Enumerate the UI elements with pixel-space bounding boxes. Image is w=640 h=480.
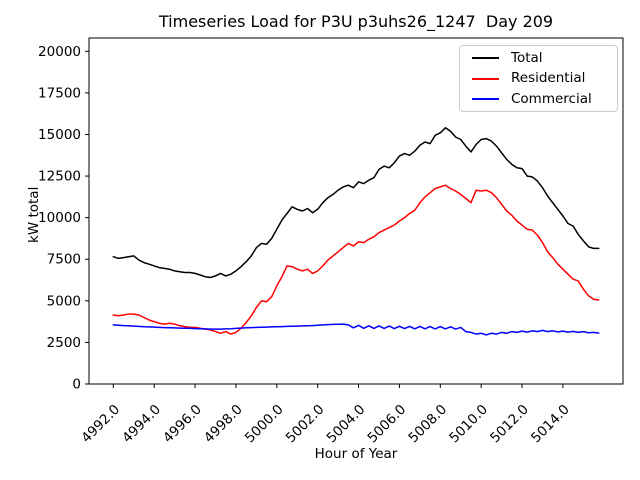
y-tick-label: 7500 — [47, 252, 81, 268]
x-tick-label: 4992.0 — [78, 402, 123, 447]
chart-title: Timeseries Load for P3U p3uhs26_1247 Day… — [158, 12, 554, 31]
y-tick-label: 20000 — [38, 44, 81, 60]
legend: Total Residential Commercial — [459, 45, 618, 112]
y-tick-label: 0 — [72, 377, 81, 393]
x-tick-label: 5004.0 — [324, 402, 369, 447]
y-tick-label: 5000 — [47, 293, 81, 309]
x-axis-label: Hour of Year — [314, 446, 398, 462]
x-tick-label: 5002.0 — [283, 402, 328, 447]
series-line-total — [112, 127, 600, 279]
legend-label: Residential — [511, 70, 586, 86]
series-line-residential — [112, 184, 600, 335]
y-tick-label: 10000 — [38, 210, 81, 226]
legend-item-commercial: Commercial — [468, 89, 609, 110]
x-tick-label: 5000.0 — [242, 402, 287, 447]
x-tick-label: 4998.0 — [201, 402, 246, 447]
y-tick-label: 15000 — [38, 127, 81, 143]
x-tick-label: 5010.0 — [446, 402, 491, 447]
y-axis-label: kW total — [26, 186, 42, 243]
legend-item-residential: Residential — [468, 69, 609, 90]
x-tick-label: 4994.0 — [119, 402, 164, 447]
series-line-commercial — [112, 323, 600, 336]
y-tick-label: 17500 — [38, 85, 81, 101]
legend-label: Commercial — [511, 90, 592, 107]
x-tick-label: 5008.0 — [405, 402, 450, 447]
legend-swatch — [472, 77, 499, 80]
legend-item-total: Total — [468, 48, 609, 69]
legend-swatch — [472, 98, 499, 101]
y-tick-label: 2500 — [47, 335, 81, 351]
x-tick-label: 5014.0 — [528, 402, 573, 447]
legend-label: Total — [511, 49, 543, 66]
x-tick-label: 4996.0 — [160, 402, 205, 447]
plot-border — [88, 37, 624, 385]
legend-swatch — [472, 57, 499, 60]
y-tick-label: 12500 — [38, 169, 81, 185]
x-tick-label: 5006.0 — [365, 402, 410, 447]
x-tick-label: 5012.0 — [487, 402, 532, 447]
